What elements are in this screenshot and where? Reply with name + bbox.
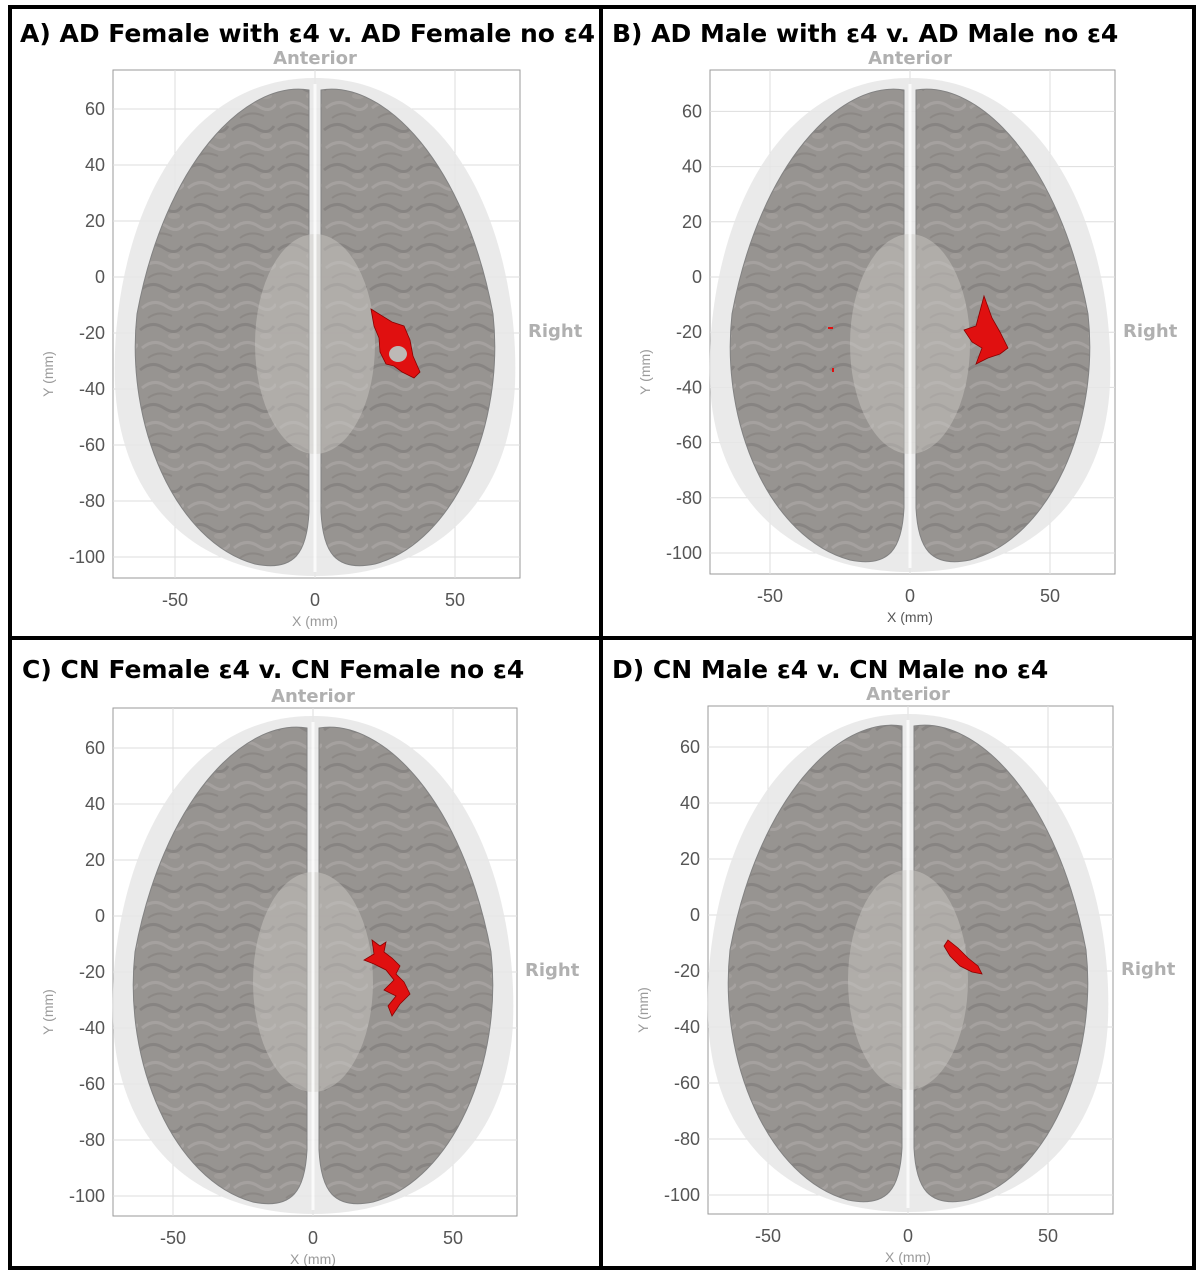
x-tick-label: 0 bbox=[903, 1226, 913, 1246]
right-hemisphere bbox=[913, 724, 1089, 1203]
y-tick-label: -80 bbox=[79, 491, 105, 511]
region-gap bbox=[389, 346, 407, 362]
y-tick-label: -60 bbox=[674, 1073, 700, 1093]
brain-axial-view bbox=[114, 78, 516, 576]
y-tick-label: -60 bbox=[676, 433, 702, 453]
x-tick-label: -50 bbox=[757, 586, 783, 606]
x-tick-label: 50 bbox=[445, 590, 465, 610]
x-tick-label: 0 bbox=[308, 1228, 318, 1248]
significant-region bbox=[363, 939, 411, 1017]
right-label: Right bbox=[1123, 321, 1178, 342]
y-tick-label: 60 bbox=[85, 738, 105, 758]
y-tick-label: -60 bbox=[79, 435, 105, 455]
significant-region-small bbox=[828, 327, 833, 329]
x-tick-label: 50 bbox=[443, 1228, 463, 1248]
right-label: Right bbox=[525, 960, 580, 981]
panel-title: A) AD Female with ε4 v. AD Female no ε4 bbox=[20, 19, 595, 48]
y-axis-label: Y (mm) bbox=[40, 989, 56, 1035]
y-tick-label: 40 bbox=[85, 794, 105, 814]
y-tick-label: 20 bbox=[85, 211, 105, 231]
anterior-label: Anterior bbox=[273, 48, 357, 69]
y-axis-label: Y (mm) bbox=[637, 349, 653, 395]
right-label: Right bbox=[1121, 959, 1176, 980]
y-tick-label: -20 bbox=[676, 322, 702, 342]
right-hemisphere bbox=[318, 726, 494, 1205]
y-tick-label: -60 bbox=[79, 1074, 105, 1094]
y-tick-label: -40 bbox=[79, 379, 105, 399]
panel-b: B) AD Male with ε4 v. AD Male no ε4 60 40 2… bbox=[612, 19, 1178, 625]
brain-axial-view bbox=[709, 78, 1111, 572]
y-tick-label: -80 bbox=[676, 488, 702, 508]
y-tick-label: 20 bbox=[85, 850, 105, 870]
y-tick-label: 0 bbox=[692, 267, 702, 287]
y-tick-label: -100 bbox=[69, 547, 105, 567]
panel-title: C) CN Female ε4 v. CN Female no ε4 bbox=[22, 655, 524, 684]
y-tick-label: 40 bbox=[682, 157, 702, 177]
significant-region bbox=[963, 294, 1009, 365]
x-axis-label: X (mm) bbox=[887, 609, 933, 625]
y-tick-label: 60 bbox=[680, 737, 700, 757]
significant-region-small bbox=[832, 368, 834, 372]
right-label: Right bbox=[528, 321, 583, 342]
panel-c: C) CN Female ε4 v. CN Female no ε4 60 40 20… bbox=[22, 655, 580, 1267]
y-tick-label: 0 bbox=[95, 906, 105, 926]
x-tick-label: 0 bbox=[310, 590, 320, 610]
significant-region bbox=[370, 308, 421, 379]
y-axis-label: Y (mm) bbox=[40, 351, 56, 397]
y-tick-label: 20 bbox=[680, 849, 700, 869]
x-tick-label: -50 bbox=[755, 1226, 781, 1246]
y-tick-label: 0 bbox=[95, 267, 105, 287]
significant-region bbox=[943, 939, 983, 975]
y-tick-label: -40 bbox=[79, 1018, 105, 1038]
y-tick-label: 20 bbox=[682, 212, 702, 232]
y-tick-label: 0 bbox=[690, 905, 700, 925]
x-axis-label: X (mm) bbox=[885, 1249, 931, 1265]
x-tick-label: 50 bbox=[1040, 586, 1060, 606]
anterior-label: Anterior bbox=[866, 684, 950, 705]
y-tick-label: -20 bbox=[79, 962, 105, 982]
y-axis-label: Y (mm) bbox=[635, 987, 651, 1033]
y-tick-label: 40 bbox=[680, 793, 700, 813]
y-tick-label: -100 bbox=[69, 1186, 105, 1206]
y-tick-label: -100 bbox=[666, 543, 702, 563]
x-tick-label: 0 bbox=[905, 586, 915, 606]
x-axis-label: X (mm) bbox=[292, 613, 338, 629]
right-hemisphere bbox=[915, 88, 1091, 563]
panel-d: D) CN Male ε4 v. CN Male no ε4 60 40 20 0 -20… bbox=[612, 655, 1176, 1265]
y-tick-label: -20 bbox=[79, 323, 105, 343]
y-tick-label: -40 bbox=[676, 377, 702, 397]
x-tick-label: -50 bbox=[162, 590, 188, 610]
anterior-label: Anterior bbox=[868, 48, 952, 69]
x-tick-label: 50 bbox=[1038, 1226, 1058, 1246]
x-axis-label: X (mm) bbox=[290, 1251, 336, 1267]
y-tick-label: -40 bbox=[674, 1017, 700, 1037]
anterior-label: Anterior bbox=[271, 686, 355, 707]
y-tick-label: 60 bbox=[682, 101, 702, 121]
panel-a: A) AD Female with ε4 v. AD Female no ε4 6… bbox=[20, 19, 595, 629]
right-hemisphere bbox=[320, 88, 496, 567]
panel-title: B) AD Male with ε4 v. AD Male no ε4 bbox=[612, 19, 1118, 48]
left-hemisphere bbox=[729, 88, 905, 563]
left-hemisphere bbox=[132, 726, 308, 1205]
y-tick-label: -80 bbox=[79, 1130, 105, 1150]
brain-axial-view bbox=[707, 714, 1109, 1212]
y-tick-label: -20 bbox=[674, 961, 700, 981]
y-tick-label: 40 bbox=[85, 155, 105, 175]
y-tick-label: 60 bbox=[85, 99, 105, 119]
panel-title: D) CN Male ε4 v. CN Male no ε4 bbox=[612, 655, 1048, 684]
left-hemisphere bbox=[727, 724, 903, 1203]
left-hemisphere bbox=[134, 88, 310, 567]
y-tick-label: -100 bbox=[664, 1185, 700, 1205]
x-tick-label: -50 bbox=[160, 1228, 186, 1248]
y-tick-label: -80 bbox=[674, 1129, 700, 1149]
brain-axial-view bbox=[112, 716, 514, 1214]
